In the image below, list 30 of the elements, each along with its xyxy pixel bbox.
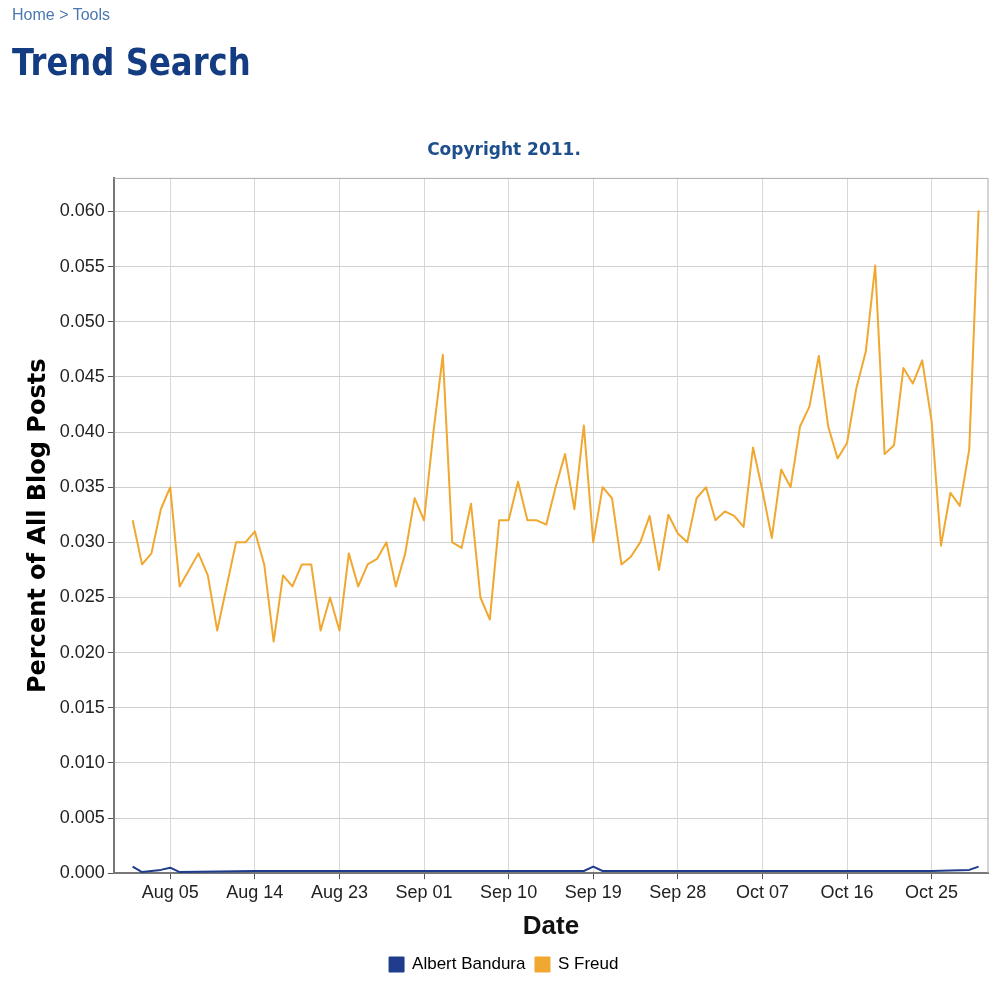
x-tick-label: Sep 01 [395, 881, 453, 902]
chart-subtitle: Copyright 2011. [427, 138, 581, 159]
x-tick-label: Aug 05 [141, 881, 199, 902]
chart-title: Trend Search [12, 40, 251, 84]
x-tick-label: Aug 14 [226, 881, 284, 902]
y-tick-label: 0.005 [59, 807, 105, 828]
y-tick-label: 0.060 [59, 200, 105, 221]
y-tick-label: 0.010 [59, 751, 105, 772]
y-tick-label: 0.045 [59, 365, 105, 386]
legend-label: Albert Bandura [412, 954, 527, 974]
y-axis-title: Percent of All Blog Posts [22, 358, 51, 694]
x-tick-label: Sep 28 [649, 881, 707, 902]
x-tick-label: Aug 23 [310, 881, 368, 902]
y-tick-label: 0.030 [59, 531, 105, 552]
y-tick-label: 0.050 [59, 310, 105, 331]
legend-label: S Freud [557, 954, 619, 974]
y-tick-label: 0.040 [59, 421, 105, 442]
y-tick-label: 0.000 [59, 862, 105, 883]
y-tick-label: 0.020 [59, 641, 105, 662]
y-tick-label: 0.055 [59, 255, 105, 276]
text: Home > Tools [12, 6, 110, 24]
y-tick-label: 0.035 [59, 476, 105, 497]
x-tick-label: Oct 25 [905, 881, 959, 902]
x-tick-label: Sep 10 [480, 881, 538, 902]
x-tick-label: Oct 07 [735, 881, 789, 902]
x-tick-label: Sep 19 [564, 881, 622, 902]
y-tick-label: 0.015 [59, 696, 105, 717]
y-tick-label: 0.025 [59, 586, 105, 607]
x-axis-title: Date [522, 909, 580, 940]
x-tick-label: Oct 16 [820, 881, 874, 902]
